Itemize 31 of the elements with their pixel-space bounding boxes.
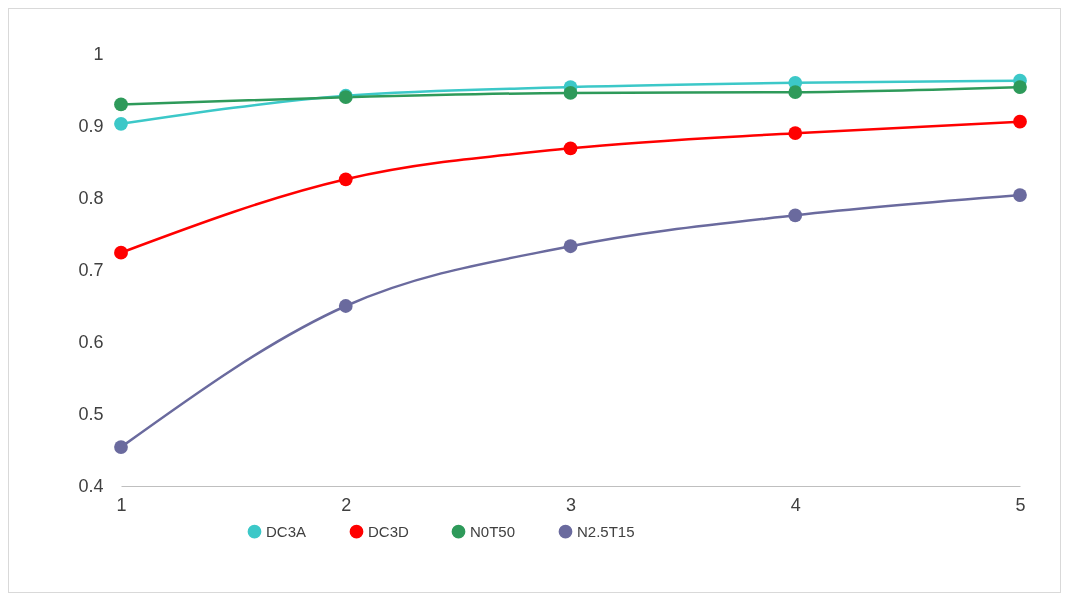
y-tick-label: 0.5	[78, 403, 104, 424]
point	[788, 126, 803, 141]
x-tick-label: 3	[565, 494, 577, 515]
y-tick-label: 0.9	[78, 115, 104, 136]
legend-label: N2.5T15	[577, 522, 635, 540]
point	[1013, 80, 1027, 94]
point	[114, 245, 128, 260]
point	[563, 239, 578, 254]
legend-label: DC3D	[368, 522, 410, 540]
x-tick-label: 4	[790, 494, 801, 515]
y-tick-label: 0.6	[78, 331, 104, 352]
x-tick-label: 2	[341, 494, 352, 515]
y-tick-label: 0.4	[78, 475, 104, 496]
legend-label: DC3A	[266, 522, 307, 540]
point	[114, 116, 128, 131]
point	[338, 172, 353, 187]
x-tick-label: 5	[1015, 494, 1026, 515]
point	[563, 141, 578, 156]
point	[114, 97, 128, 112]
y-tick-label: 0.8	[78, 187, 104, 208]
point	[788, 208, 803, 223]
y-tick-label: 0.7	[78, 259, 104, 280]
point	[1013, 114, 1027, 129]
legend-label: N0T50	[470, 522, 516, 540]
y-tick-label: 1	[93, 43, 104, 64]
point	[114, 440, 128, 454]
point	[1013, 188, 1027, 202]
point	[338, 299, 353, 313]
x-tick-label: 1	[116, 494, 127, 515]
point	[788, 85, 803, 100]
point	[563, 86, 578, 100]
